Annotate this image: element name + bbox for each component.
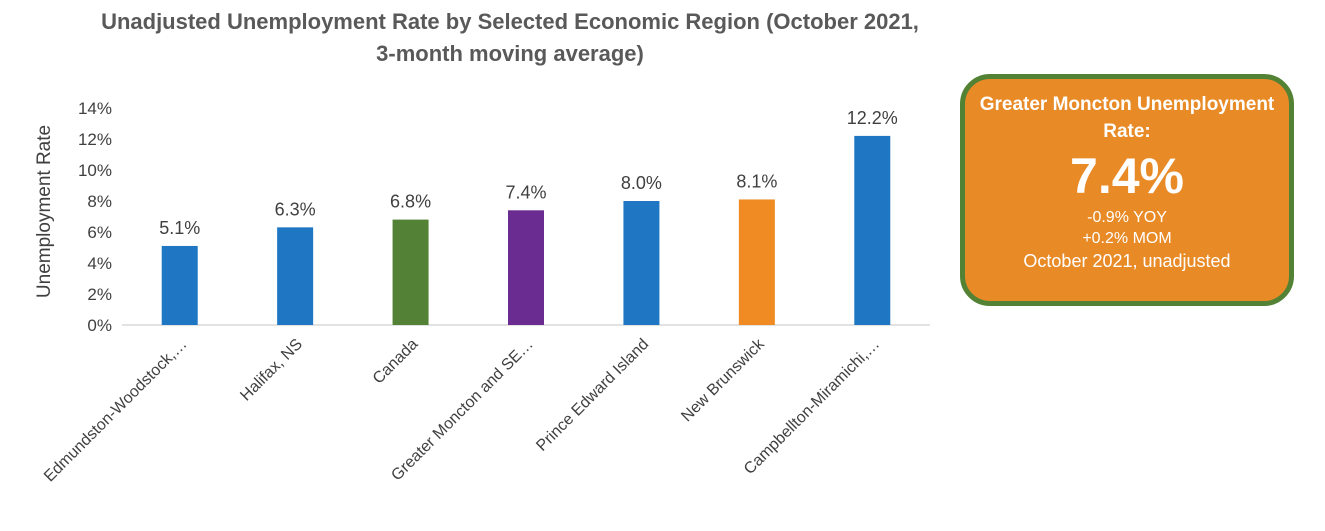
bar — [623, 201, 660, 325]
bar-chart: 0% 2% 4% 6% 8% 10% 12% 14% Unemployment Rate 5.1%… — [34, 99, 930, 486]
data-label: 12.2% — [847, 108, 898, 128]
category-label: Prince Edward Island — [533, 336, 652, 455]
bar — [508, 210, 544, 325]
category-label: Edmundston-Woodstock,… — [41, 336, 191, 486]
data-label: 8.0% — [621, 173, 662, 193]
data-label: 7.4% — [505, 182, 546, 202]
bar — [854, 135, 891, 325]
y-tick-label: 8% — [87, 192, 112, 211]
category-label: Halifax, NS — [237, 336, 306, 405]
data-label: 6.8% — [390, 192, 431, 212]
callout-title: Greater Moncton Unemployment Rate: — [979, 94, 1275, 142]
callout-yoy: -0.9% YOY — [1087, 209, 1167, 226]
y-tick-label: 2% — [87, 285, 112, 304]
data-label: 6.3% — [275, 199, 316, 219]
unemployment-callout: Greater Moncton Unemployment Rate: 7.4% … — [960, 74, 1294, 306]
bar — [392, 219, 429, 325]
bar — [161, 245, 198, 325]
callout-mom: +0.2% MOM — [1082, 230, 1172, 247]
data-label: 5.1% — [159, 218, 200, 238]
y-axis-title: Unemployment Rate — [34, 125, 55, 298]
callout-period: October 2021, unadjusted — [1023, 251, 1231, 271]
category-label: Campbellton-Miramichi,… — [741, 336, 883, 478]
y-tick-label: 12% — [78, 130, 112, 149]
y-tick-label: 6% — [87, 223, 112, 242]
callout-value: 7.4% — [1070, 148, 1184, 204]
y-tick-label: 14% — [78, 99, 112, 118]
chart-title: Unadjusted Unemployment Rate by Selected… — [101, 9, 919, 66]
bar — [277, 227, 314, 325]
y-tick-label: 4% — [87, 254, 112, 273]
category-label: Canada — [370, 336, 422, 388]
y-tick-label: 10% — [78, 161, 112, 180]
data-label: 8.1% — [736, 171, 777, 191]
bar — [738, 199, 775, 325]
category-label: New Brunswick — [678, 335, 768, 425]
y-tick-label: 0% — [87, 316, 112, 335]
